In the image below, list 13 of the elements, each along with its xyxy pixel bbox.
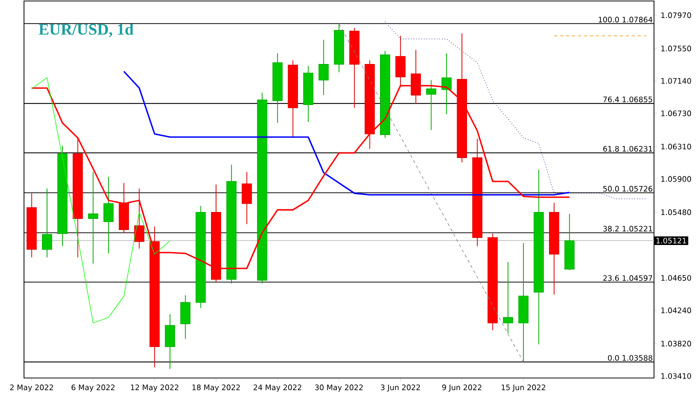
- candlestick: [134, 188, 144, 250]
- candlestick: [502, 262, 514, 334]
- candlestick: [318, 39, 329, 96]
- candlestick: [180, 294, 190, 340]
- candlestick: [42, 188, 52, 258]
- candlestick: [164, 314, 176, 370]
- line-series: [338, 24, 524, 362]
- line-series: [31, 77, 170, 324]
- candlestick: [426, 80, 436, 130]
- candlestick: [242, 171, 252, 225]
- candlestick: [88, 171, 98, 264]
- text: EUR/USD, 1d: [38, 24, 134, 38]
- candlestick: [103, 176, 114, 254]
